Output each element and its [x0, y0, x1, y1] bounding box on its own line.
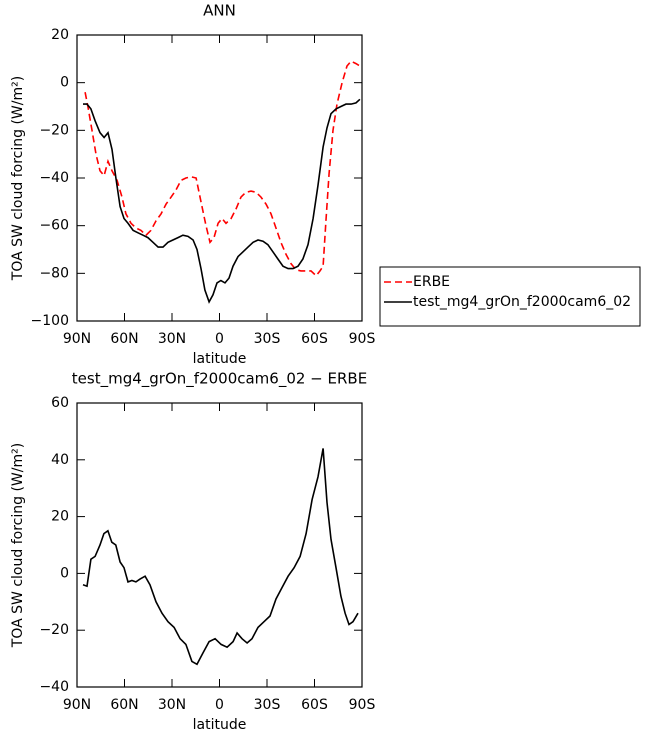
y-tick-label: 60	[51, 395, 69, 411]
y-axis-label: TOA SW cloud forcing (W/m²)	[10, 76, 26, 281]
chart-title: ANN	[203, 2, 236, 20]
plot-frame	[76, 34, 363, 322]
x-tick-label: 90S	[349, 697, 376, 713]
plot-frame	[76, 402, 363, 688]
y-tick-label: 40	[51, 452, 69, 468]
y-tick-label: −20	[39, 622, 69, 638]
y-tick-label: 0	[60, 565, 69, 581]
x-tick-label: 30N	[158, 331, 186, 347]
x-tick-label: 0	[215, 697, 224, 713]
x-tick-label: 60S	[301, 331, 328, 347]
x-tick-label: 90S	[349, 331, 376, 347]
x-tick-label: 0	[215, 331, 224, 347]
x-axis-label: latitude	[193, 351, 247, 367]
y-tick-label: 20	[51, 27, 69, 43]
x-tick-label: 60N	[110, 331, 138, 347]
y-tick-label: 20	[51, 509, 69, 525]
x-tick-label: 60N	[110, 697, 138, 713]
y-tick-label: −20	[39, 122, 69, 138]
y-tick-label: −40	[39, 679, 69, 695]
x-tick-label: 30S	[254, 697, 281, 713]
x-tick-label: 60S	[301, 697, 328, 713]
legend-box	[379, 266, 641, 327]
y-axis-label: TOA SW cloud forcing (W/m²)	[10, 443, 26, 648]
y-tick-label: −80	[39, 265, 69, 281]
x-axis-label: latitude	[193, 717, 247, 733]
legend-label: ERBE	[413, 274, 450, 290]
y-tick-label: −60	[39, 218, 69, 234]
data-line	[82, 448, 359, 666]
x-tick-label: 90N	[63, 697, 91, 713]
chart-title: test_mg4_grOn_f2000cam6_02 − ERBE	[72, 370, 367, 389]
y-tick-label: 0	[60, 75, 69, 91]
data-line	[84, 60, 361, 277]
y-tick-label: −100	[31, 313, 69, 329]
data-line	[83, 98, 361, 304]
y-tick-label: −40	[39, 170, 69, 186]
legend-label: test_mg4_grOn_f2000cam6_02	[413, 294, 631, 310]
x-tick-label: 30N	[158, 697, 186, 713]
x-tick-label: 30S	[254, 331, 281, 347]
x-tick-label: 90N	[63, 331, 91, 347]
